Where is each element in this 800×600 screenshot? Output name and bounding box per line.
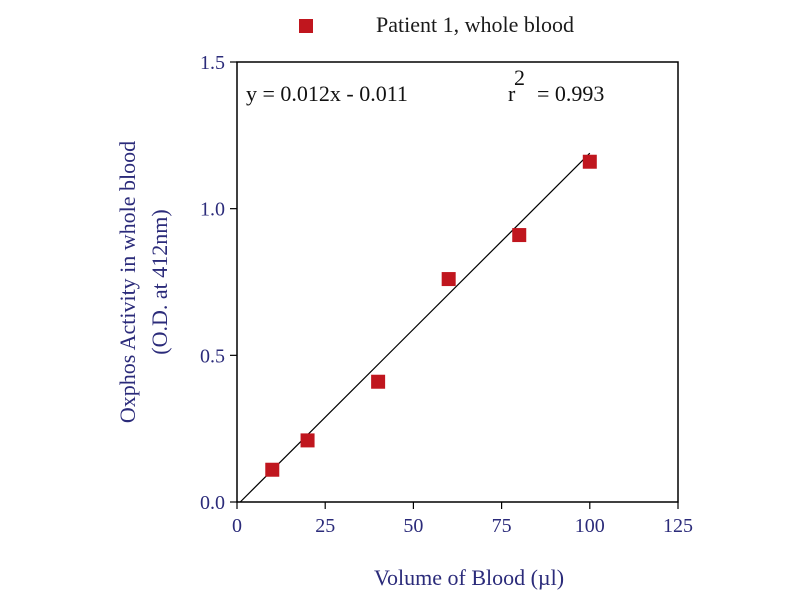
x-tick-label: 0 [232, 515, 242, 537]
x-tick-label: 75 [492, 515, 512, 537]
data-point [512, 228, 527, 243]
data-point [582, 154, 597, 169]
legend-label: Patient 1, whole blood [376, 12, 574, 37]
fit-annotation: y = 0.012x - 0.011 r 2 = 0.993 [246, 65, 604, 106]
y-axis-title-line1: Oxphos Activity in whole blood [115, 141, 140, 423]
y-axis-title-line2: (O.D. at 412nm) [147, 209, 172, 354]
regression-line [239, 152, 591, 503]
legend: Patient 1, whole blood [299, 12, 574, 37]
data-point [441, 272, 456, 287]
y-tick-label: 0.0 [200, 492, 225, 514]
y-axis-title: Oxphos Activity in whole blood (O.D. at … [115, 141, 172, 423]
data-point [371, 374, 386, 389]
data-point [265, 462, 280, 477]
r-squared-value: = 0.993 [537, 81, 604, 106]
y-tick-label: 1.5 [200, 52, 225, 74]
legend-marker [299, 19, 313, 33]
data-point [300, 433, 315, 448]
x-tick-label: 100 [575, 515, 605, 537]
x-tick-label: 25 [315, 515, 335, 537]
x-tick-label: 50 [403, 515, 423, 537]
r-squared-exponent: 2 [514, 65, 525, 90]
x-tick-label: 125 [663, 515, 693, 537]
y-tick-label: 0.5 [200, 345, 225, 367]
y-tick-label: 1.0 [200, 199, 225, 221]
r-squared-symbol: r [508, 81, 516, 106]
x-axis-title: Volume of Blood (µl) [374, 565, 564, 590]
plot-frame [236, 61, 679, 503]
fit-equation: y = 0.012x - 0.011 [246, 81, 408, 106]
